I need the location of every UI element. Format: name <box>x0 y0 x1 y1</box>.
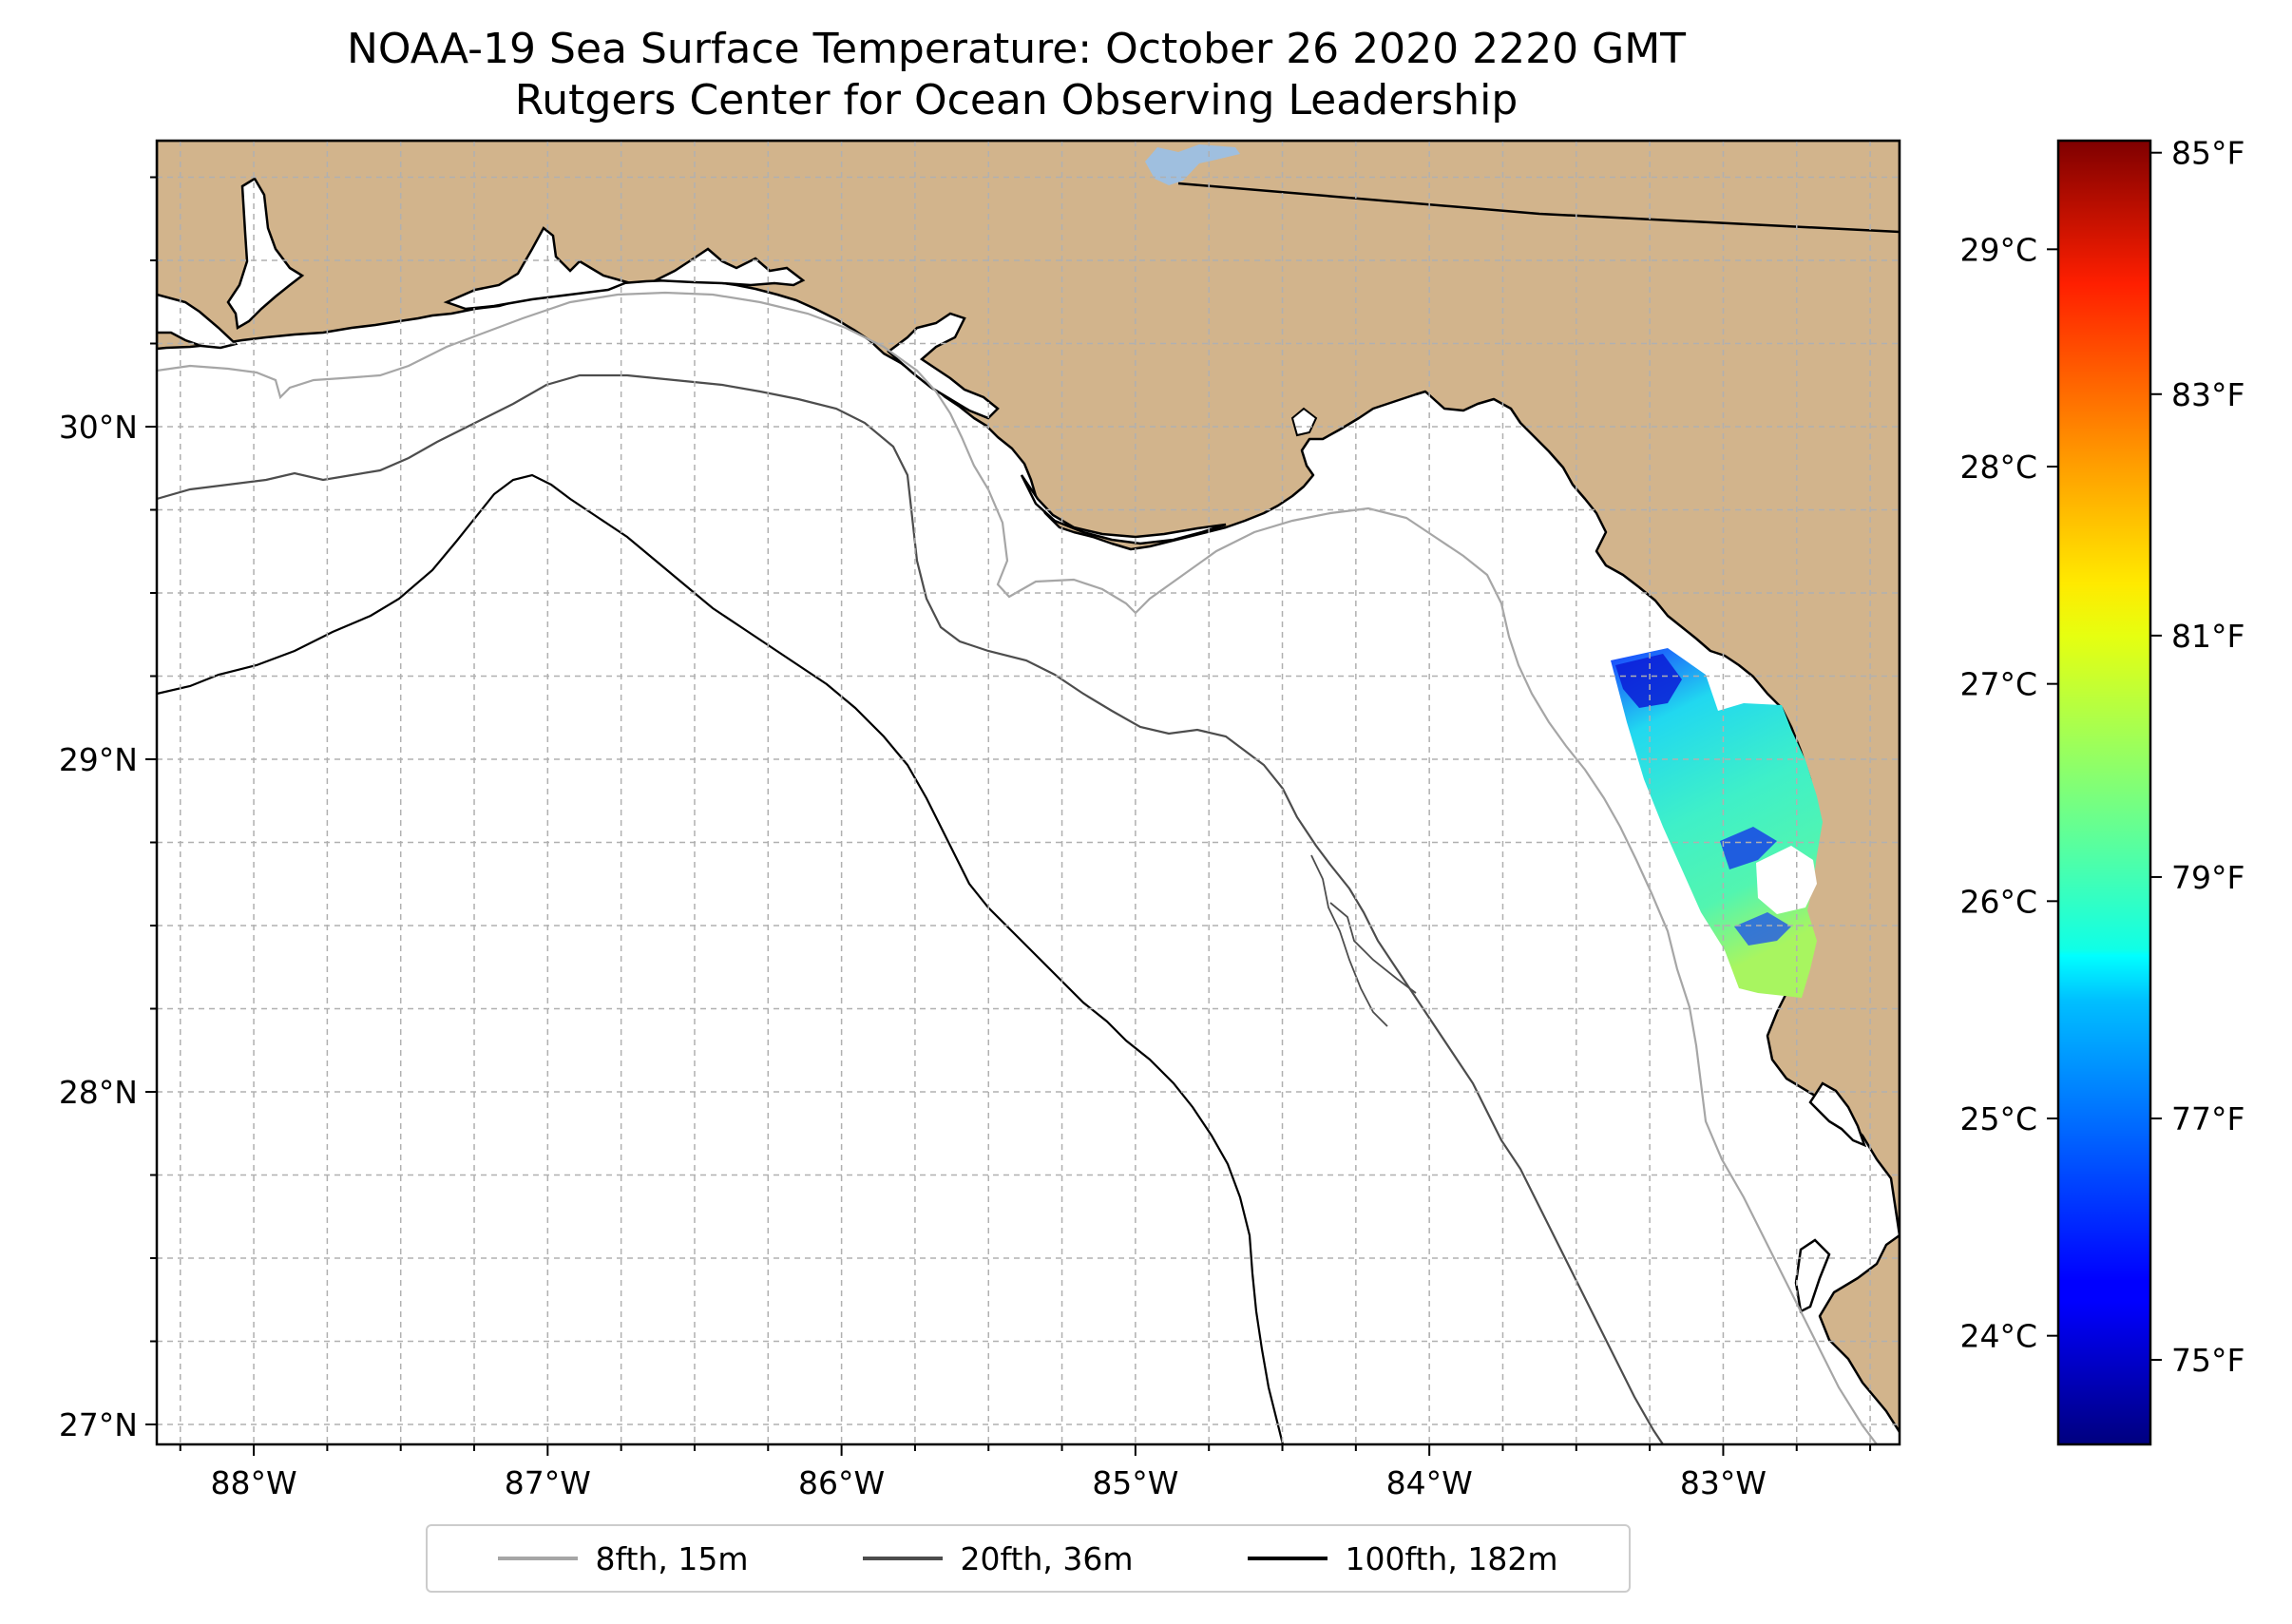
contour-8fth <box>157 291 1878 1444</box>
legend-item-100fth: 100fth, 182m <box>1248 1540 1557 1577</box>
lat-tick-label: 27°N <box>59 1406 138 1443</box>
celsius-tick-label: 27°C <box>1959 666 2037 703</box>
lat-tick-label: 30°N <box>59 409 138 446</box>
lat-tick-label: 28°N <box>59 1074 138 1111</box>
sst-cold-streak <box>1720 827 1777 869</box>
fahrenheit-tick-label: 75°F <box>2171 1342 2244 1379</box>
lon-tick-label: 85°W <box>1092 1464 1178 1501</box>
lon-tick-label: 86°W <box>798 1464 885 1501</box>
colorbar-axis: 24°C 25°C 26°C 27°C 28°C 29°C 75°F 77°F 79°F 81°F… <box>1959 135 2244 1379</box>
sst-cold-streak <box>1734 912 1791 946</box>
celsius-tick-label: 24°C <box>1959 1318 2037 1355</box>
bay-ochlockonee <box>1290 407 1318 437</box>
longitude-axis: 88°W 87°W 86°W 85°W 84°W 83°W <box>179 1444 1872 1501</box>
legend-swatch-100fth <box>1248 1557 1328 1560</box>
legend-swatch-20fth <box>863 1557 944 1560</box>
legend-label-8fth: 8fth, 15m <box>595 1539 749 1577</box>
lake-seminole <box>1145 144 1240 185</box>
bay-choctawhatchee <box>443 226 631 311</box>
bay-west <box>651 247 806 287</box>
lon-tick-label: 83°W <box>1680 1464 1767 1501</box>
bay-apalachicola <box>1020 474 1227 545</box>
legend-swatch-8fth <box>498 1557 579 1560</box>
bay-st-joseph <box>887 312 1000 420</box>
fahrenheit-tick-label: 81°F <box>2171 618 2244 655</box>
lon-tick-label: 84°W <box>1386 1464 1473 1501</box>
celsius-tick-label: 25°C <box>1959 1100 2037 1137</box>
celsius-tick-label: 29°C <box>1959 231 2037 268</box>
legend-item-8fth: 8fth, 15m <box>498 1539 749 1577</box>
bay-pensacola <box>157 293 239 350</box>
lat-tick-label: 29°N <box>59 741 138 778</box>
chart-subtitle: Rutgers Center for Ocean Observing Leade… <box>514 76 1518 124</box>
colorbar <box>2056 139 2152 1446</box>
chart-title: NOAA-19 Sea Surface Temperature: October… <box>346 25 1687 73</box>
lon-tick-label: 87°W <box>505 1464 591 1501</box>
fahrenheit-tick-label: 85°F <box>2171 135 2244 172</box>
fahrenheit-tick-label: 83°F <box>2171 376 2244 413</box>
latitude-axis: 27°N 28°N 29°N 30°N <box>59 176 157 1443</box>
sst-cold-patch <box>1615 654 1682 708</box>
depth-legend: 8fth, 15m 20fth, 36m 100fth, 182m <box>426 1524 1631 1593</box>
contour-100fth <box>157 473 1285 1444</box>
sst-cloud-gap <box>1756 846 1817 914</box>
sst-swath <box>1611 648 1823 998</box>
state-border <box>1177 182 1900 234</box>
legend-item-20fth: 20fth, 36m <box>863 1540 1133 1577</box>
legend-label-20fth: 20fth, 36m <box>960 1539 1134 1577</box>
bay-escambia <box>226 177 305 331</box>
fahrenheit-tick-label: 77°F <box>2171 1100 2244 1137</box>
fahrenheit-tick-label: 79°F <box>2171 859 2244 896</box>
contour-20fth <box>157 373 1664 1444</box>
legend-label-100fth: 100fth, 182m <box>1345 1539 1558 1577</box>
map-frame <box>155 139 1901 1446</box>
celsius-tick-label: 26°C <box>1959 883 2037 920</box>
graticule <box>157 141 1900 1444</box>
bay-tampa <box>1808 1081 1867 1148</box>
celsius-tick-label: 28°C <box>1959 449 2037 486</box>
lon-tick-label: 88°W <box>210 1464 296 1501</box>
